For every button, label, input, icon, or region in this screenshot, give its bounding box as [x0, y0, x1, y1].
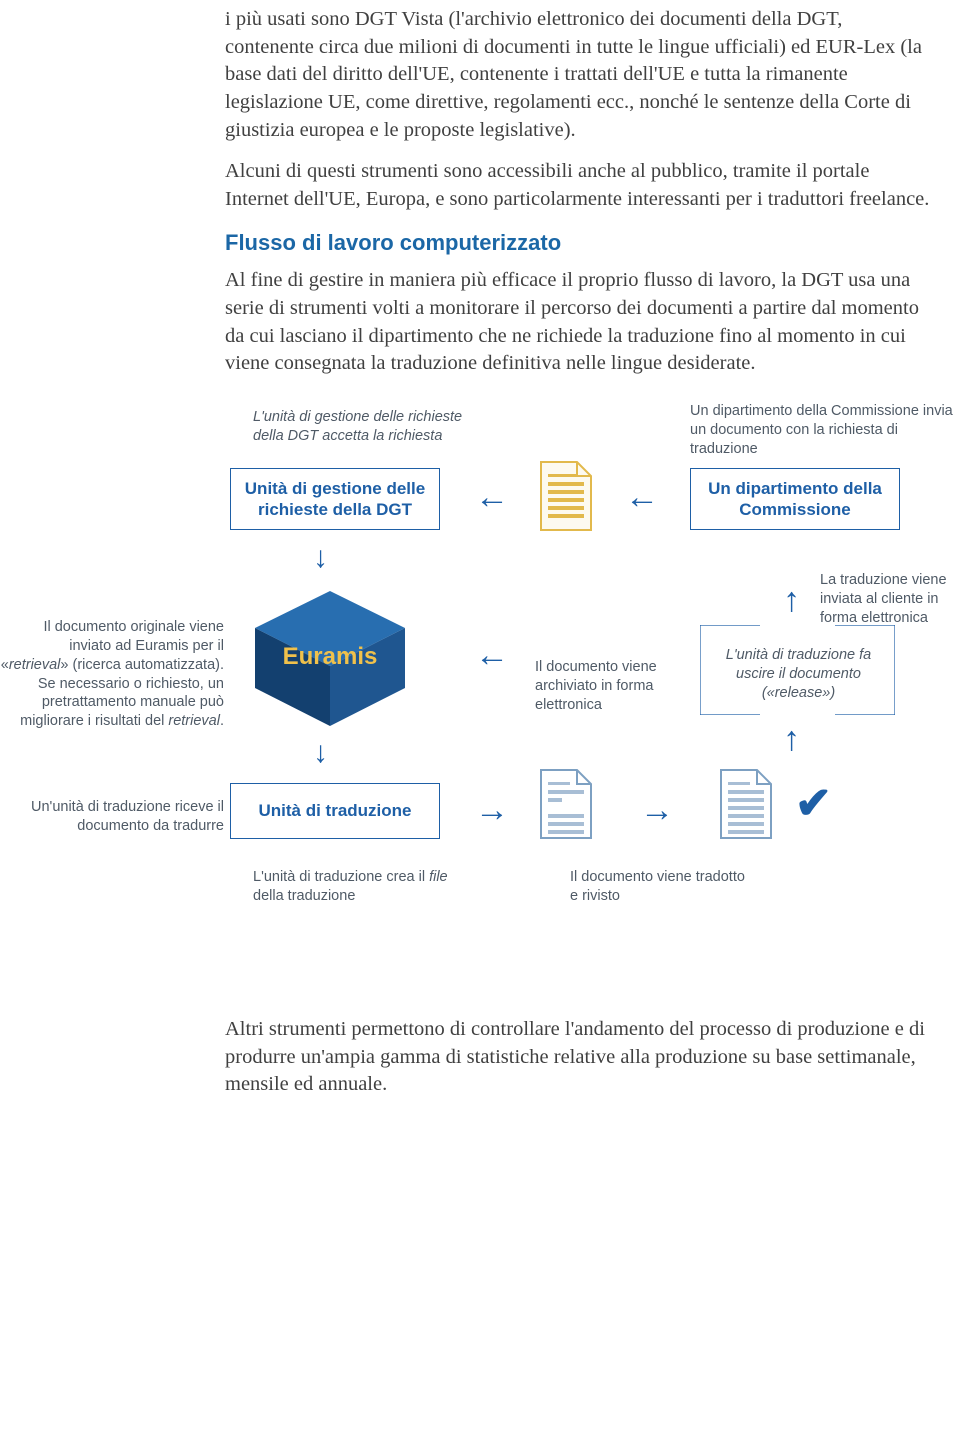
caption-dept-send: Un dipartimento della Commissione invia …	[690, 402, 960, 459]
euramis-hex: Euramis	[250, 588, 410, 733]
caption-dgt-accept: L'unità di gestione delle richieste dell…	[253, 408, 483, 446]
euramis-label: Euramis	[250, 643, 410, 671]
box-translation-unit: Unità di traduzione	[230, 783, 440, 839]
caption-create: L'unità di traduzione crea il file della…	[253, 868, 463, 906]
arrow-right-icon: →	[640, 793, 674, 827]
box-department: Un dipartimento della Commissione	[690, 468, 900, 530]
section-heading: Flusso di lavoro computerizzato	[225, 228, 930, 258]
caption-original-doc: Il documento originale viene inviato ad …	[0, 618, 224, 731]
arrow-left-icon: ←	[475, 480, 509, 514]
arrow-left-icon: ←	[625, 480, 659, 514]
arrow-up-icon: ↑	[783, 722, 800, 756]
caption-receive: Un'unità di traduzione riceve il documen…	[0, 798, 224, 836]
workflow-diagram: L'unità di gestione delle richieste dell…	[0, 408, 960, 998]
arrow-right-icon: →	[475, 793, 509, 827]
paragraph-2: Alcuni di questi strumenti sono accessib…	[225, 158, 930, 213]
caption-sent: La traduzione viene inviata al cliente i…	[820, 571, 960, 628]
caption-original-text: Il documento originale viene inviato ad …	[1, 619, 224, 729]
paragraph-footer: Altri strumenti permettono di controllar…	[225, 1016, 930, 1099]
arrow-up-icon: ↑	[783, 583, 800, 617]
document-yellow-icon	[535, 460, 595, 534]
caption-release: L'unità di traduzione fa uscire il docum…	[716, 646, 881, 703]
paragraph-3: Al fine di gestire in maniera più effica…	[225, 267, 930, 378]
document-blue-icon	[535, 768, 595, 842]
paragraph-1: i più usati sono DGT Vista (l'archivio e…	[225, 6, 930, 144]
arrow-left-icon: ←	[475, 638, 509, 672]
caption-revised: Il documento viene tradotto e rivisto	[570, 868, 750, 906]
arrow-down-icon: ↓	[313, 738, 328, 768]
document-blue-icon	[715, 768, 775, 842]
box-dgt-requests: Unità di gestione delle richieste della …	[230, 468, 440, 530]
check-icon: ✔	[795, 778, 832, 829]
arrow-down-icon: ↓	[313, 543, 328, 573]
caption-archive: Il documento viene archiviato in forma e…	[535, 658, 685, 715]
